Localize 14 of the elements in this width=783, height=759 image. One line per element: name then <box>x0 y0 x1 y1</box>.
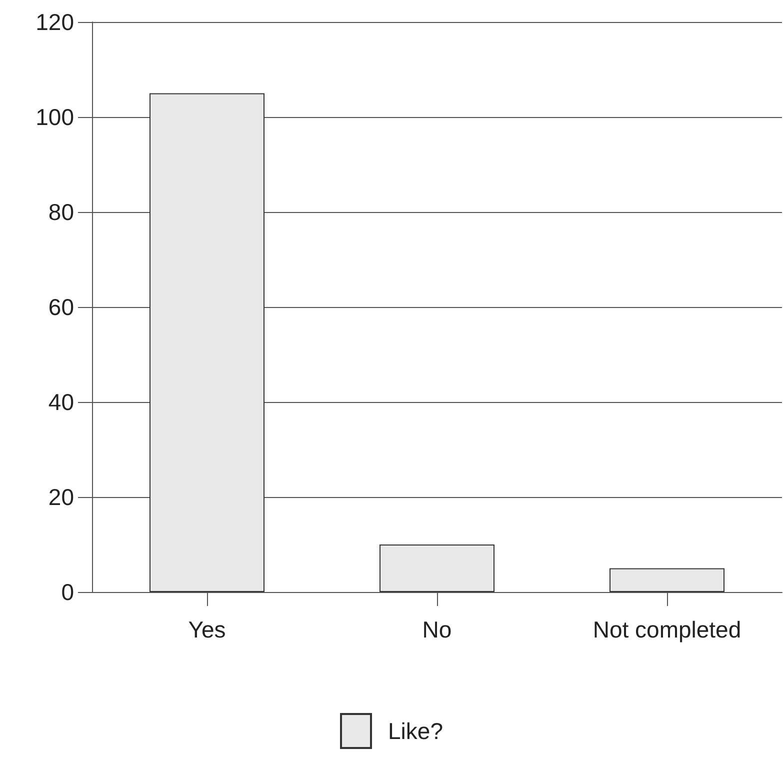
y-tick-label: 100 <box>36 104 74 130</box>
x-tick-label: No <box>422 616 452 642</box>
y-tick-label: 80 <box>48 199 74 225</box>
y-tick-label: 120 <box>36 9 74 35</box>
legend-label: Like? <box>388 718 443 744</box>
bar <box>610 568 724 592</box>
y-tick-label: 60 <box>48 294 74 320</box>
x-tick-label: Not completed <box>592 616 742 642</box>
bar <box>380 544 494 592</box>
y-tick-label: 40 <box>48 389 74 415</box>
bar <box>150 93 264 592</box>
y-tick-label: 0 <box>61 579 74 605</box>
y-tick-label: 20 <box>48 484 74 510</box>
x-tick-label: Yes <box>188 616 226 642</box>
